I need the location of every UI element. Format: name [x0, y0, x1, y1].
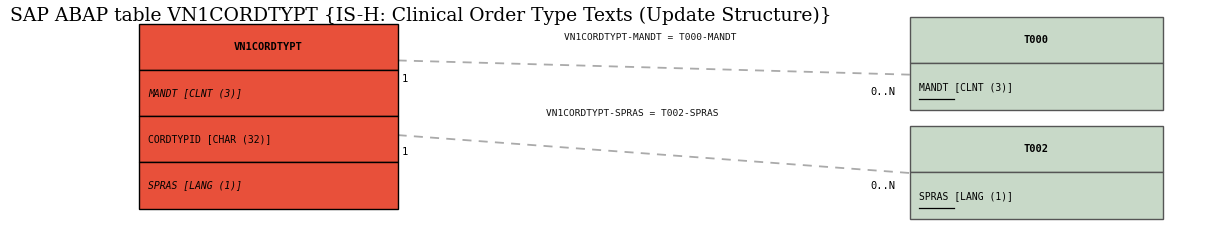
Text: VN1CORDTYPT: VN1CORDTYPT [234, 42, 302, 52]
Text: 1: 1 [401, 147, 407, 157]
Bar [910, 63, 1163, 110]
Bar [139, 116, 398, 162]
Text: T000: T000 [1024, 35, 1048, 45]
Bar [139, 70, 398, 116]
Bar [139, 24, 398, 70]
Bar [139, 162, 398, 209]
Text: SAP ABAP table VN1CORDTYPT {IS-H: Clinical Order Type Texts (Update Structure)}: SAP ABAP table VN1CORDTYPT {IS-H: Clinic… [10, 7, 831, 25]
Text: T002: T002 [1024, 144, 1048, 154]
Text: VN1CORDTYPT-SPRAS = T002-SPRAS: VN1CORDTYPT-SPRAS = T002-SPRAS [546, 109, 719, 118]
Text: 0..N: 0..N [870, 181, 895, 191]
Bar [910, 126, 1163, 173]
Text: MANDT [CLNT (3)]: MANDT [CLNT (3)] [148, 88, 242, 98]
Text: CORDTYPID [CHAR (32)]: CORDTYPID [CHAR (32)] [148, 134, 271, 144]
Text: VN1CORDTYPT-MANDT = T000-MANDT: VN1CORDTYPT-MANDT = T000-MANDT [564, 33, 737, 42]
Bar [910, 17, 1163, 63]
Bar [910, 173, 1163, 219]
Text: 1: 1 [401, 74, 407, 84]
Text: 0..N: 0..N [870, 87, 895, 97]
Text: MANDT [CLNT (3)]: MANDT [CLNT (3)] [919, 82, 1013, 92]
Text: SPRAS [LANG (1)]: SPRAS [LANG (1)] [919, 191, 1013, 201]
Text: SPRAS [LANG (1)]: SPRAS [LANG (1)] [148, 180, 242, 191]
